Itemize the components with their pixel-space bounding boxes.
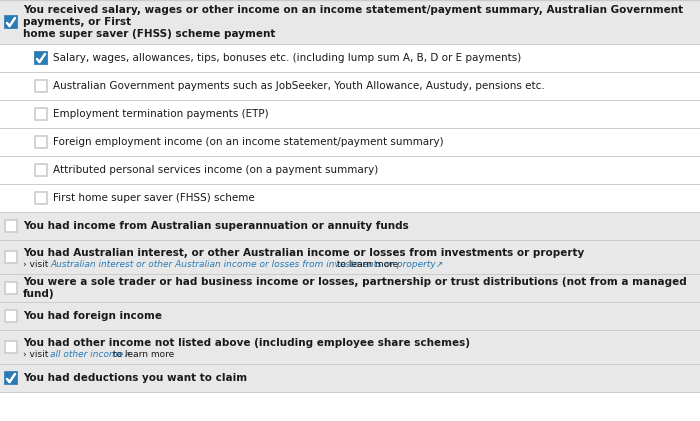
Text: You were a sole trader or had business income or losses, partnership or trust di: You were a sole trader or had business i… bbox=[23, 277, 687, 299]
Text: You had deductions you want to claim: You had deductions you want to claim bbox=[23, 373, 247, 383]
Text: You had Australian interest, or other Australian income or losses from investmen: You had Australian interest, or other Au… bbox=[23, 248, 584, 258]
FancyBboxPatch shape bbox=[5, 282, 17, 294]
FancyBboxPatch shape bbox=[35, 52, 47, 64]
Bar bbox=[0, 240, 700, 274]
Text: You had other income not listed above (including employee share schemes): You had other income not listed above (i… bbox=[23, 338, 470, 348]
Bar bbox=[0, 0, 700, 44]
FancyBboxPatch shape bbox=[5, 16, 17, 28]
Text: to learn more: to learn more bbox=[110, 350, 174, 359]
FancyBboxPatch shape bbox=[35, 108, 47, 120]
Bar bbox=[0, 184, 700, 212]
FancyBboxPatch shape bbox=[35, 192, 47, 204]
Text: Australian interest or other Australian income or losses from investments or pro: Australian interest or other Australian … bbox=[50, 260, 443, 269]
Bar bbox=[0, 274, 700, 302]
Text: You had foreign income: You had foreign income bbox=[23, 311, 162, 321]
Text: Employment termination payments (ETP): Employment termination payments (ETP) bbox=[53, 109, 269, 119]
FancyBboxPatch shape bbox=[5, 310, 17, 322]
Text: Australian Government payments such as JobSeeker, Youth Allowance, Austudy, pens: Australian Government payments such as J… bbox=[53, 81, 545, 91]
FancyBboxPatch shape bbox=[35, 52, 47, 64]
Text: You had income from Australian superannuation or annuity funds: You had income from Australian superannu… bbox=[23, 221, 409, 231]
FancyBboxPatch shape bbox=[5, 220, 17, 232]
FancyBboxPatch shape bbox=[35, 136, 47, 148]
Bar bbox=[0, 302, 700, 330]
Bar bbox=[0, 44, 700, 72]
FancyBboxPatch shape bbox=[5, 372, 17, 384]
Text: First home super saver (FHSS) scheme: First home super saver (FHSS) scheme bbox=[53, 193, 255, 203]
Text: › visit: › visit bbox=[23, 350, 51, 359]
Text: Foreign employment income (on an income statement/payment summary): Foreign employment income (on an income … bbox=[53, 137, 444, 147]
Text: Salary, wages, allowances, tips, bonuses etc. (including lump sum A, B, D or E p: Salary, wages, allowances, tips, bonuses… bbox=[53, 53, 522, 63]
Text: › visit: › visit bbox=[23, 260, 51, 269]
FancyBboxPatch shape bbox=[5, 372, 17, 384]
FancyBboxPatch shape bbox=[5, 16, 17, 28]
Bar bbox=[0, 364, 700, 392]
Bar bbox=[0, 212, 700, 240]
Bar bbox=[0, 100, 700, 128]
Bar bbox=[0, 72, 700, 100]
Text: to learn more: to learn more bbox=[334, 260, 398, 269]
FancyBboxPatch shape bbox=[35, 164, 47, 176]
Text: all other income↗: all other income↗ bbox=[50, 350, 131, 359]
Bar bbox=[0, 330, 700, 364]
Bar bbox=[0, 156, 700, 184]
Bar bbox=[0, 128, 700, 156]
FancyBboxPatch shape bbox=[5, 341, 17, 353]
FancyBboxPatch shape bbox=[5, 251, 17, 263]
FancyBboxPatch shape bbox=[35, 80, 47, 92]
Text: Attributed personal services income (on a payment summary): Attributed personal services income (on … bbox=[53, 165, 378, 175]
Text: You received salary, wages or other income on an income statement/payment summar: You received salary, wages or other inco… bbox=[23, 5, 683, 39]
